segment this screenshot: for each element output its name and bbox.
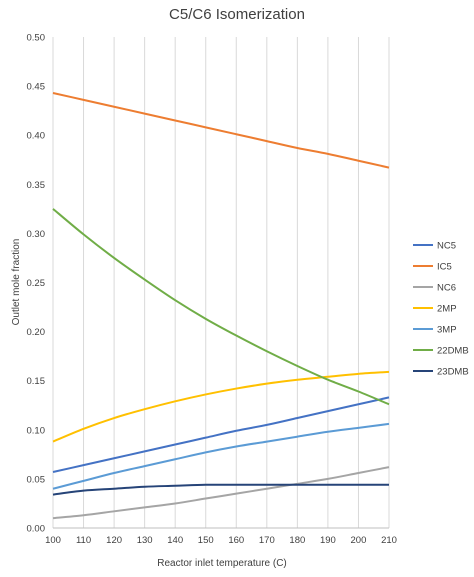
legend-item-23dmb: 23DMB: [413, 367, 469, 378]
series-line-22dmb: [52, 208, 390, 406]
x-tick-label: 160: [228, 535, 244, 546]
x-tick-label: 100: [45, 535, 61, 546]
y-axis-label: Outlet mole fraction: [11, 239, 22, 326]
legend: NC5 IC5 NC6 2MP 3MP 22DMB 23DMB: [413, 241, 469, 378]
series-line-ic5: [52, 91, 390, 169]
x-tick-label: 150: [198, 535, 214, 546]
legend-label: IC5: [437, 262, 452, 273]
y-tick-label: 0.40: [27, 131, 46, 142]
legend-item-ic5: IC5: [413, 262, 452, 273]
series-line-2mp: [52, 370, 390, 443]
legend-label: 22DMB: [437, 346, 469, 357]
x-tick-labels: 100 110 120 130 140 150 160 170 180 190 200 210: [45, 535, 397, 546]
y-tick-label: 0.45: [27, 82, 46, 93]
legend-item-22dmb: 22DMB: [413, 346, 469, 357]
legend-item-2mp: 2MP: [413, 304, 457, 315]
x-axis-label: Reactor inlet temperature (C): [157, 558, 287, 569]
x-tick-label: 180: [289, 535, 305, 546]
y-tick-label: 0.15: [27, 376, 46, 387]
x-tick-label: 130: [137, 535, 153, 546]
x-tick-label: 120: [106, 535, 122, 546]
series-line-nc5: [52, 396, 390, 474]
gridlines: [52, 37, 390, 528]
x-tick-label: 190: [320, 535, 336, 546]
y-tick-label: 0.00: [27, 524, 46, 535]
y-tick-label: 0.35: [27, 180, 46, 191]
legend-label: 23DMB: [437, 367, 469, 378]
series-line-23dmb: [52, 483, 389, 496]
series-line-nc6: [52, 466, 390, 520]
x-tick-label: 200: [351, 535, 367, 546]
x-tick-label: 140: [167, 535, 183, 546]
series-lines: [52, 91, 390, 520]
y-tick-label: 0.25: [27, 278, 46, 289]
legend-item-nc6: NC6: [413, 283, 456, 294]
chart-title: C5/C6 Isomerization: [169, 6, 305, 23]
x-tick-label: 110: [76, 535, 91, 546]
legend-label: NC6: [437, 283, 456, 294]
series-line-3mp: [52, 422, 390, 490]
legend-label: NC5: [437, 241, 456, 252]
legend-item-3mp: 3MP: [413, 325, 457, 336]
legend-label: 3MP: [437, 325, 457, 336]
y-tick-label: 0.20: [27, 327, 46, 338]
y-tick-label: 0.10: [27, 425, 46, 436]
x-tick-label: 170: [259, 535, 275, 546]
y-tick-labels: 0.00 0.05 0.10 0.15 0.20 0.25 0.30 0.35 0.40 0.45…: [27, 33, 46, 535]
legend-item-nc5: NC5: [413, 241, 456, 252]
y-tick-label: 0.05: [27, 474, 46, 485]
x-tick-label: 210: [381, 535, 397, 546]
y-tick-label: 0.50: [27, 33, 46, 44]
legend-label: 2MP: [437, 304, 457, 315]
y-tick-label: 0.30: [27, 229, 46, 240]
